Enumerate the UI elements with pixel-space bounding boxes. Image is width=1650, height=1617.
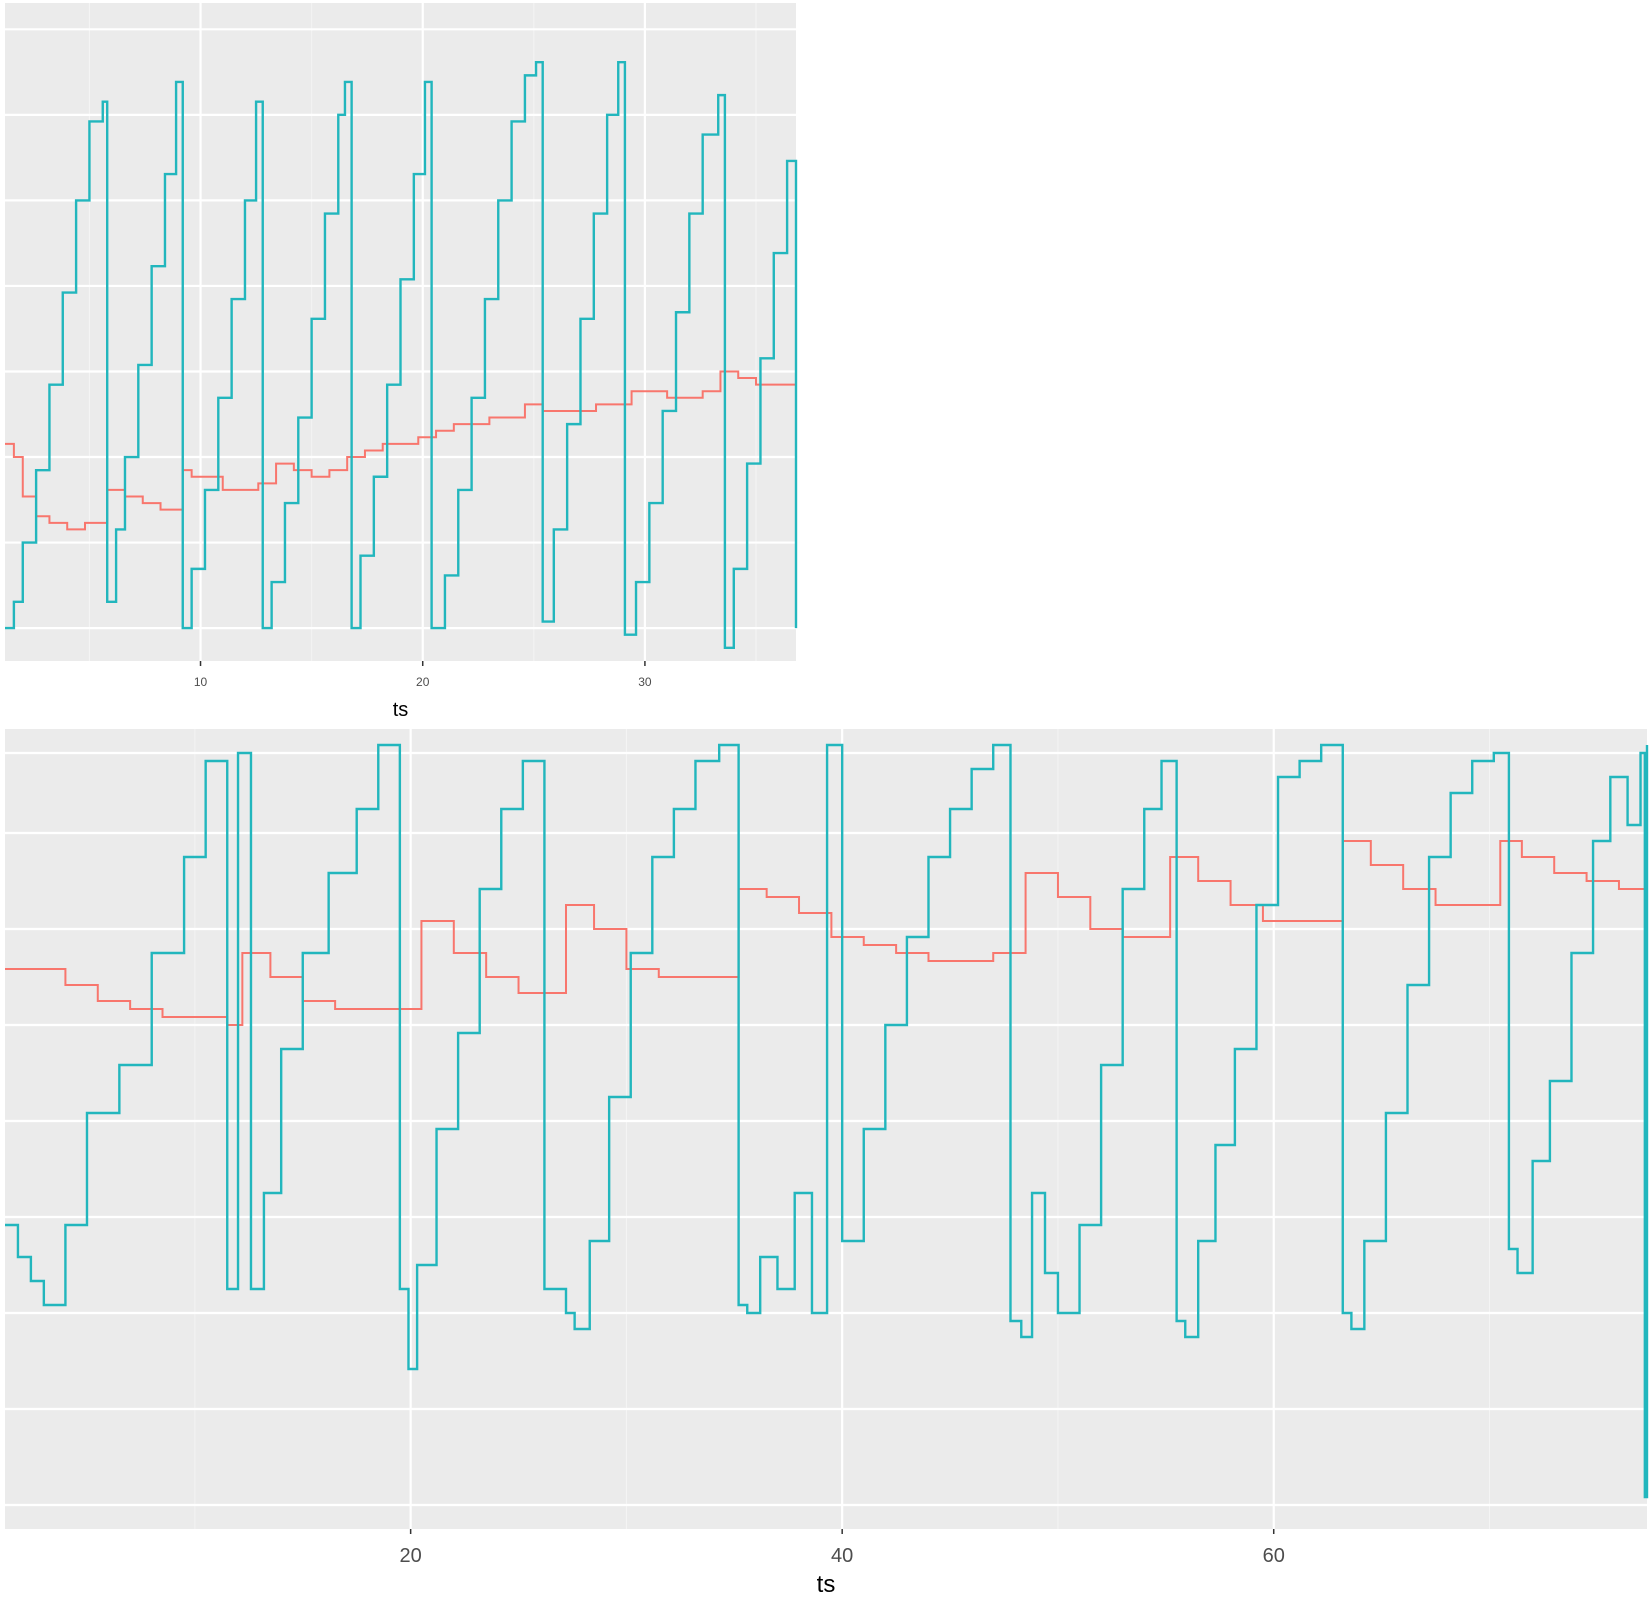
x-tick-label: 20 [416,675,430,689]
x-tick-label: 20 [400,1545,422,1567]
x-tick-label: 10 [194,675,208,689]
bottom-chart: 20 40 60 ts [5,729,1649,1598]
x-axis-title: ts [393,699,409,721]
series-line-teal [5,61,798,650]
top-chart: 10 20 30 ts [5,3,798,721]
x-tick-label: 40 [831,1545,853,1567]
series-line-red [5,840,1648,1026]
x-axis-title: ts [817,1571,836,1598]
x-tick-label: 30 [638,675,652,689]
series-line-teal [5,743,1649,1499]
x-tick-label: 60 [1263,1545,1285,1567]
